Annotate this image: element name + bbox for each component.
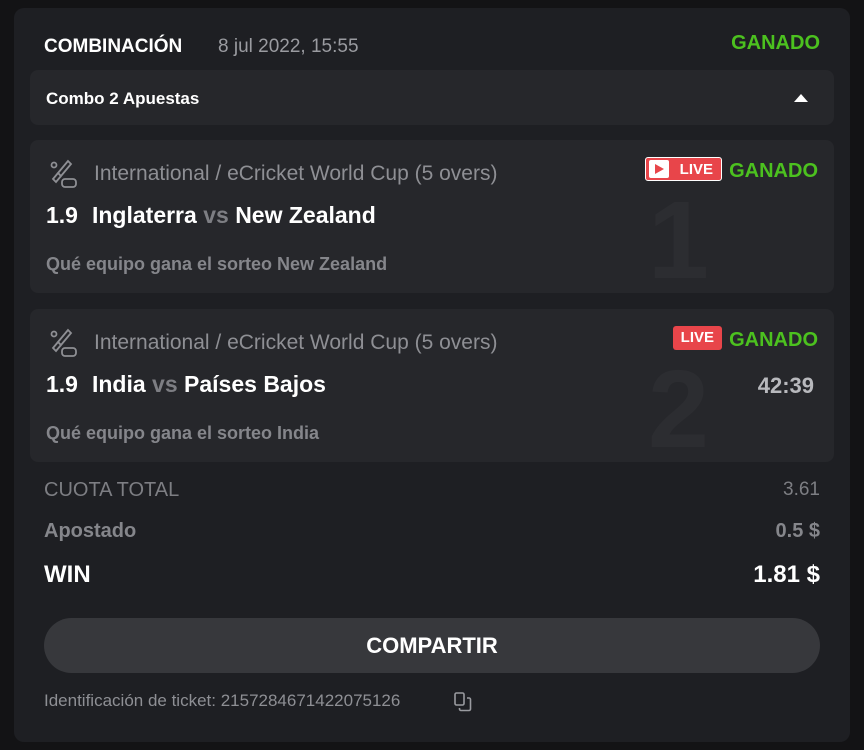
ticket-id: Identificación de ticket: 21572846714220…	[44, 691, 401, 710]
play-icon	[648, 160, 669, 178]
vs: vs	[203, 202, 229, 228]
vs: vs	[152, 371, 178, 397]
bet-index: 1	[647, 179, 709, 294]
bet-type: COMBINACIÓN	[44, 36, 183, 57]
league-name: International / eCricket World Cup (5 ov…	[94, 162, 498, 185]
league-name: International / eCricket World Cup (5 ov…	[94, 331, 498, 354]
bet-status: GANADO	[729, 160, 818, 182]
bet-ticket-card: COMBINACIÓN 8 jul 2022, 15:55 GANADO Com…	[14, 8, 850, 742]
away-team: New Zealand	[235, 202, 376, 228]
bet-index: 2	[647, 348, 709, 463]
bet-date: 8 jul 2022, 15:55	[218, 36, 359, 57]
odd: 1.9	[46, 371, 78, 397]
total-odds-value: 3.61	[783, 479, 820, 500]
bet-status: GANADO	[729, 329, 818, 351]
bet-pick: Qué equipo gana el sorteo New Zealand	[46, 254, 388, 274]
live-badge: LIVE	[672, 326, 722, 350]
live-label: LIVE	[679, 161, 713, 178]
home-team: Inglaterra	[91, 202, 197, 228]
win-value: 1.81 $	[753, 561, 820, 588]
match: 1.9 India vs Países Bajos	[46, 371, 326, 398]
share-button[interactable]: COMPARTIR	[44, 618, 820, 673]
match: 1.9 Inglaterra vs New Zealand	[46, 202, 376, 229]
status-badge: GANADO	[731, 32, 820, 54]
bet-pick: Qué equipo gana el sorteo India	[46, 423, 320, 443]
bet-item: 1 International / eCricket World Cup (5 …	[30, 140, 834, 293]
live-badge: LIVE	[644, 157, 722, 181]
ecricket-icon	[50, 159, 77, 188]
home-team: India	[91, 371, 146, 397]
combo-toggle[interactable]: Combo 2 Apuestas	[30, 70, 834, 125]
match-timer: 42:39	[757, 373, 814, 398]
ecricket-icon	[50, 328, 77, 357]
bet-item: 2 International / eCricket World Cup (5 …	[30, 309, 834, 462]
total-odds-label: CUOTA TOTAL	[44, 479, 180, 501]
copy-icon[interactable]	[454, 692, 472, 712]
stake-label: Apostado	[44, 520, 137, 542]
away-team: Países Bajos	[184, 371, 326, 397]
win-label: WIN	[44, 561, 91, 588]
stake-value: 0.5 $	[775, 520, 820, 542]
odd: 1.9	[46, 202, 78, 228]
combo-label: Combo 2 Apuestas	[46, 89, 200, 108]
caret-up-icon	[794, 94, 808, 102]
